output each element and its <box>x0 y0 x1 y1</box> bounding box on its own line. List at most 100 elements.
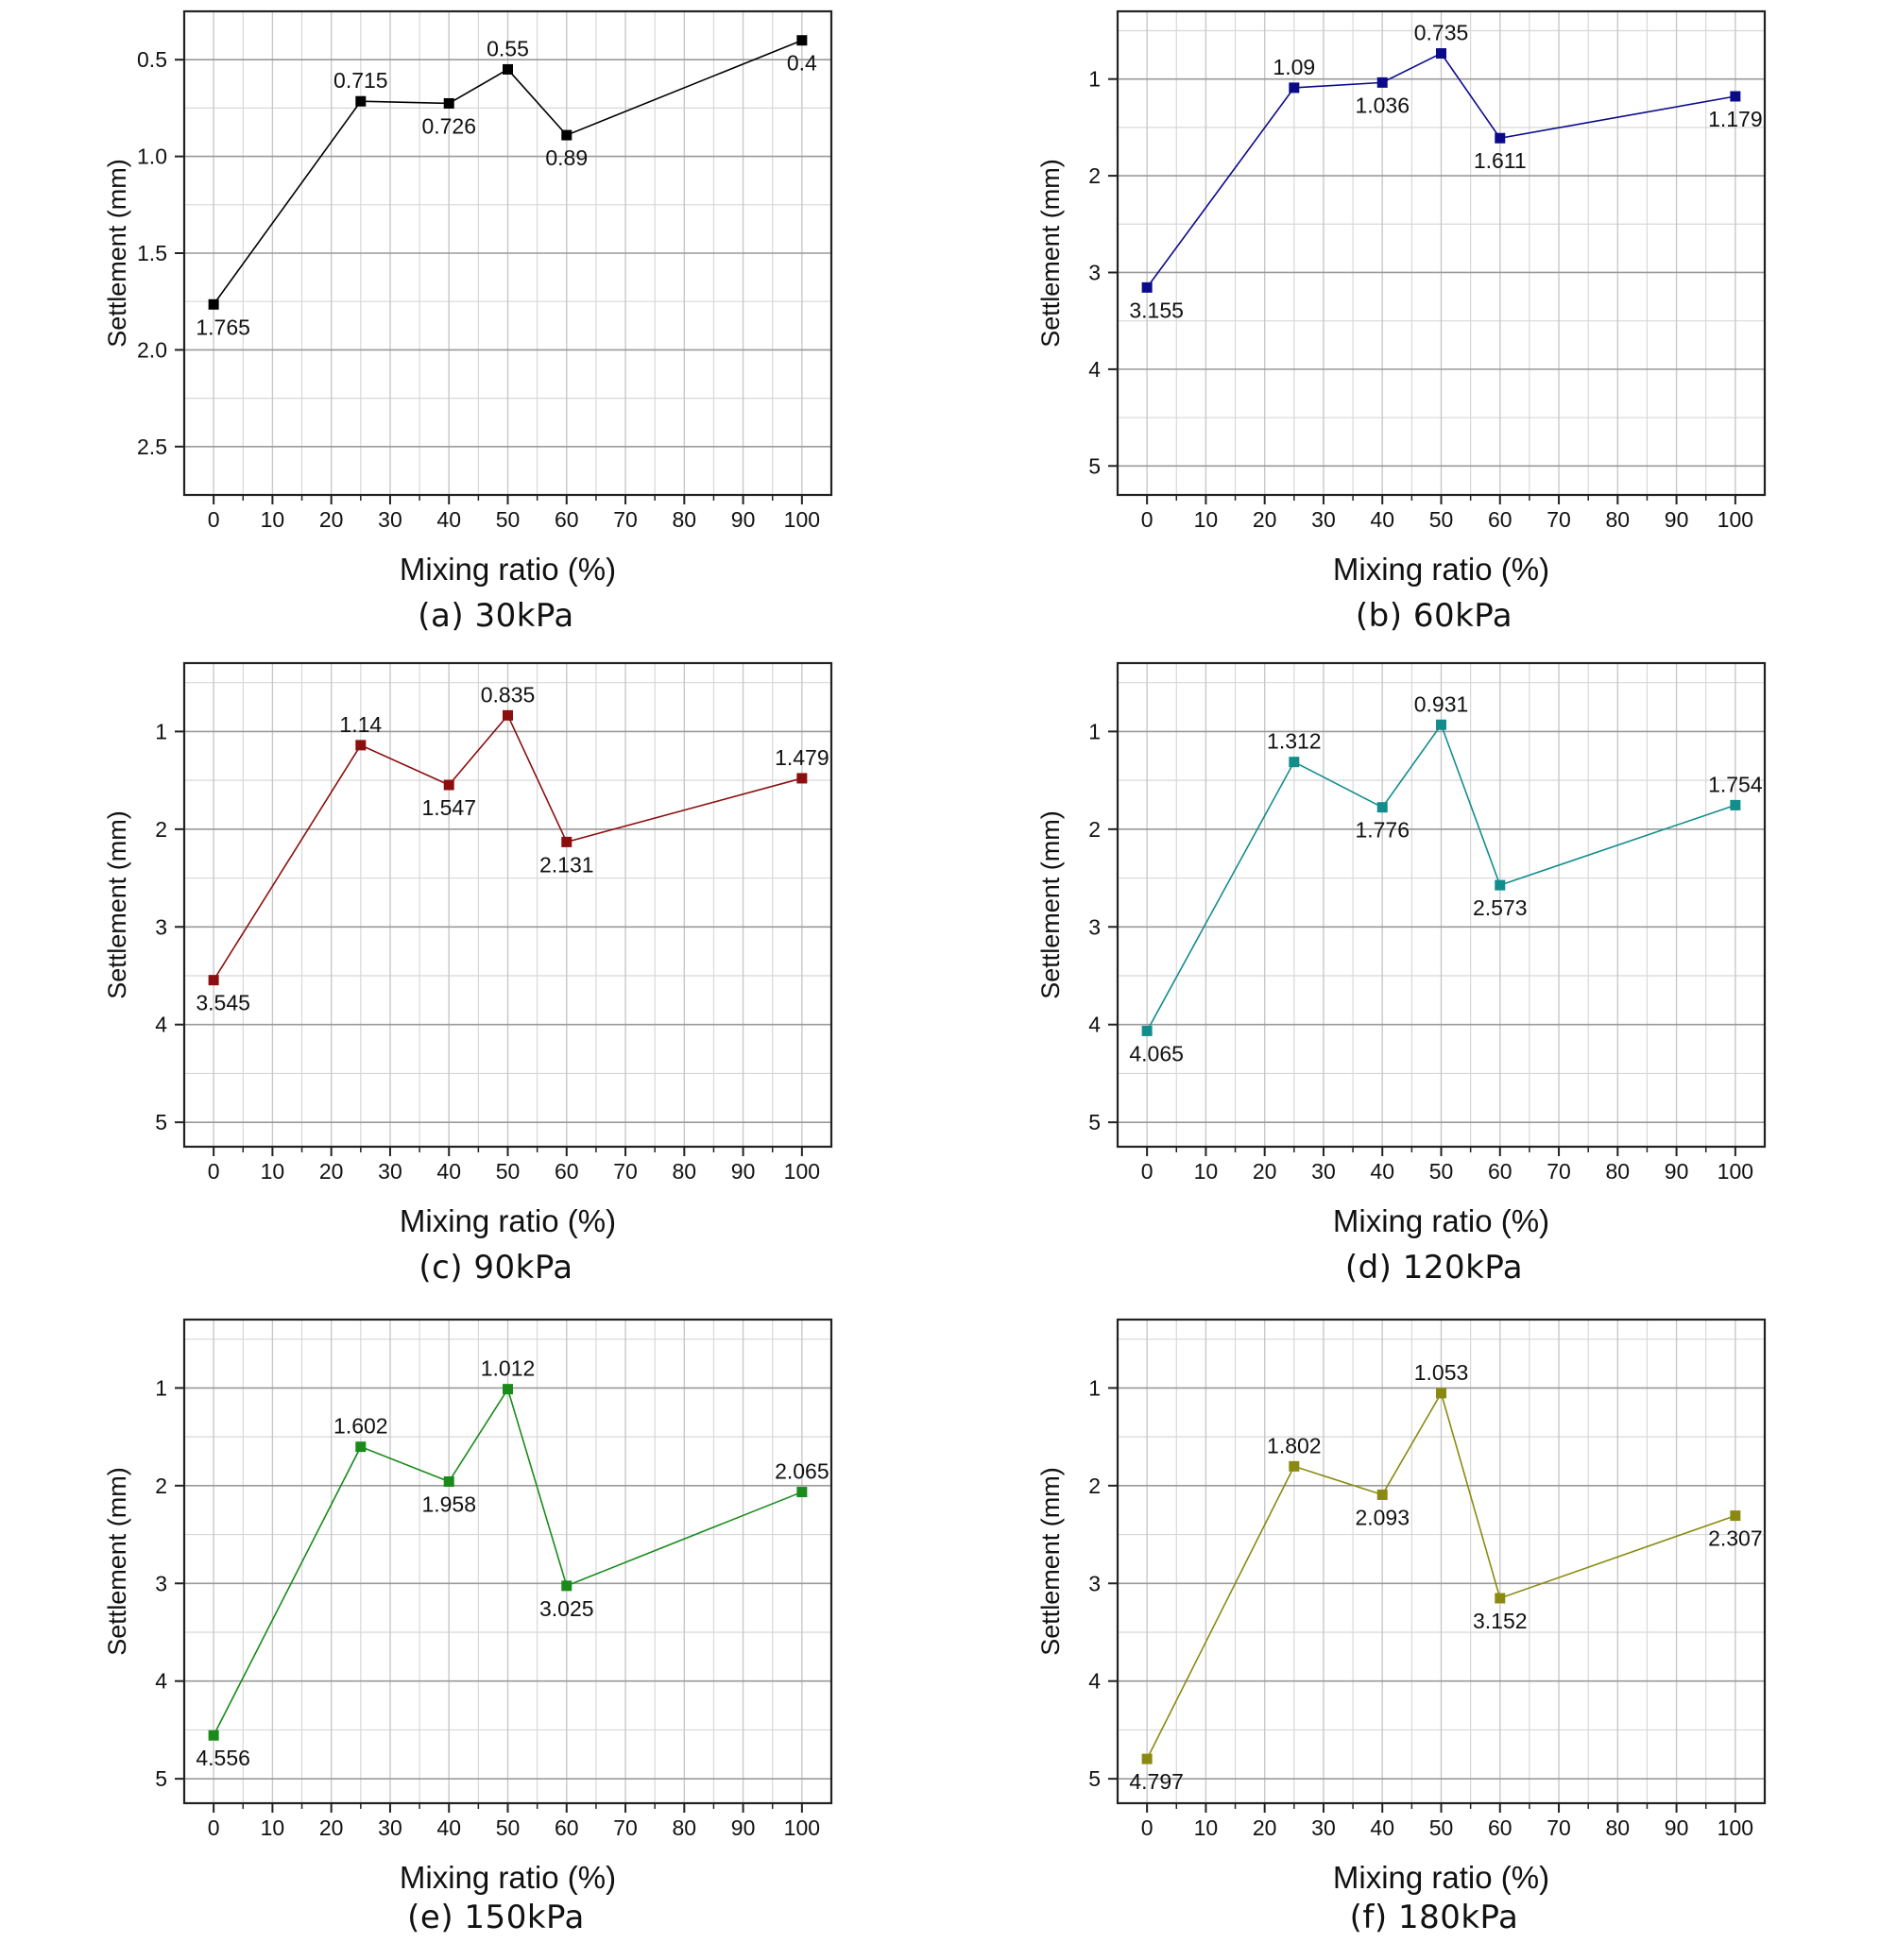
y-tick-label: 2 <box>155 1474 167 1498</box>
x-tick-label: 10 <box>1194 507 1219 532</box>
chart-panel-e: 0 10 20 30 40 50 60 70 80 90 100 1 2 3 4 5 Mixing ratio … <box>19 1308 964 1960</box>
y-tick-label: 5 <box>155 1110 167 1134</box>
data-point <box>1730 799 1741 810</box>
data-label: 3.155 <box>1129 298 1184 322</box>
data-point <box>1436 1388 1446 1399</box>
x-tick-label: 70 <box>613 1815 638 1840</box>
x-tick-label: 80 <box>673 507 697 532</box>
y-tick-label: 2 <box>1088 1474 1101 1498</box>
data-label: 1.14 <box>339 712 382 737</box>
x-tick-label: 70 <box>1547 507 1571 532</box>
x-axis-title: Mixing ratio (%) <box>400 1860 616 1895</box>
series-line <box>1146 1390 1736 1760</box>
x-tick-label: 0 <box>1141 507 1154 532</box>
x-tick-label: 40 <box>436 507 461 532</box>
x-tick-label: 40 <box>1370 507 1394 532</box>
chart-d: 0 10 20 30 40 50 60 70 80 90 100 1 2 3 4 5 Mixing ratio … <box>1036 661 1767 1238</box>
y-axis-title: Settlement (mm) <box>103 810 131 999</box>
x-tick-label: 70 <box>1547 1815 1571 1840</box>
x-tick-label: 80 <box>1606 1815 1631 1840</box>
y-axis-title: Settlement (mm) <box>103 1467 131 1656</box>
data-point <box>1436 719 1446 730</box>
x-tick-label: 50 <box>1429 1159 1454 1184</box>
x-tick-label: 20 <box>319 1815 344 1840</box>
x-tick-label: 90 <box>1665 1815 1689 1840</box>
x-tick-label: 10 <box>261 1159 285 1184</box>
y-tick-label: 4 <box>155 1669 167 1694</box>
data-label: 1.479 <box>775 745 829 770</box>
data-label: 2.065 <box>775 1459 829 1484</box>
x-tick-label: 40 <box>1370 1159 1394 1184</box>
chart-panel-c: 0 10 20 30 40 50 60 70 80 90 100 1 2 3 4 5 Mixing ratio … <box>19 652 964 1304</box>
x-tick-label: 60 <box>1488 1815 1512 1840</box>
data-label: 0.89 <box>545 145 588 170</box>
data-point <box>355 740 367 751</box>
x-tick-label: 20 <box>319 507 344 532</box>
data-label: 1.036 <box>1355 93 1410 117</box>
y-axis-title: Settlement (mm) <box>1036 1467 1065 1656</box>
data-point <box>1730 1510 1741 1522</box>
data-label: 1.312 <box>1267 729 1322 754</box>
grid <box>1118 663 1765 1147</box>
data-label: 4.556 <box>196 1746 250 1770</box>
y-tick-label: 5 <box>155 1766 167 1791</box>
data-point <box>1289 1460 1300 1472</box>
data-label: 4.065 <box>1129 1041 1184 1065</box>
chart-b: 0 10 20 30 40 50 60 70 80 90 100 1 2 3 4 5 Mixing ratio … <box>1036 9 1767 587</box>
y-tick-label: 3 <box>155 914 167 939</box>
caption-c: (c) 90kPa <box>419 1249 573 1287</box>
y-tick-label: 1 <box>1088 67 1101 92</box>
y-tick-label: 5 <box>1088 1766 1101 1791</box>
data-point <box>796 773 808 784</box>
x-tick-label: 90 <box>731 507 756 532</box>
x-tick-label: 70 <box>613 1159 638 1184</box>
x-tick-label: 0 <box>1141 1815 1154 1840</box>
x-tick-label: 80 <box>673 1815 697 1840</box>
data-point <box>561 836 573 847</box>
chart-panel-f: 0 10 20 30 40 50 60 70 80 90 100 1 2 3 4 5 Mixing ratio … <box>952 1308 1897 1960</box>
data-label: 3.025 <box>539 1596 594 1621</box>
x-tick-label: 60 <box>555 1159 579 1184</box>
x-axis-title: Mixing ratio (%) <box>1333 552 1549 587</box>
data-label: 1.776 <box>1355 818 1410 843</box>
x-tick-label: 60 <box>1488 507 1512 532</box>
y-axis-title: Settlement (mm) <box>103 159 131 348</box>
data-point <box>1141 281 1153 293</box>
y-tick-label: 3 <box>1088 914 1101 939</box>
x-tick-label: 10 <box>1194 1815 1219 1840</box>
data-label: 1.012 <box>481 1356 536 1381</box>
data-label: 2.093 <box>1355 1505 1410 1529</box>
series-line <box>1146 723 1736 1031</box>
y-tick-label: 2.5 <box>137 435 167 459</box>
x-tick-label: 0 <box>208 507 220 532</box>
y-tick-label: 1 <box>1088 1375 1101 1400</box>
data-point <box>1376 77 1388 88</box>
data-label: 0.835 <box>481 682 536 707</box>
x-tick-label: 10 <box>1194 1159 1219 1184</box>
data-point <box>1730 91 1741 102</box>
y-tick-label: 1.5 <box>137 241 167 265</box>
caption-b: (b) 60kPa <box>1355 597 1513 635</box>
data-point <box>208 975 219 986</box>
data-label: 0.726 <box>421 113 476 138</box>
data-point <box>561 129 573 141</box>
x-tick-label: 80 <box>1606 1159 1631 1184</box>
y-tick-label: 4 <box>1088 357 1101 382</box>
data-label: 1.179 <box>1708 107 1763 131</box>
x-tick-label: 0 <box>208 1815 220 1840</box>
data-label: 2.307 <box>1708 1526 1763 1551</box>
x-tick-label: 90 <box>731 1159 756 1184</box>
x-tick-label: 0 <box>208 1159 220 1184</box>
x-tick-label: 50 <box>1429 507 1454 532</box>
x-tick-label: 90 <box>731 1815 756 1840</box>
x-tick-label: 50 <box>496 507 521 532</box>
x-tick-label: 90 <box>1665 1159 1689 1184</box>
x-tick-label: 40 <box>436 1815 461 1840</box>
x-tick-label: 70 <box>1547 1159 1571 1184</box>
x-tick-label: 60 <box>1488 1159 1512 1184</box>
x-tick-label: 100 <box>784 1159 820 1184</box>
data-point <box>503 709 513 721</box>
x-tick-label: 60 <box>555 507 579 532</box>
series-line <box>213 39 803 305</box>
data-label: 1.958 <box>421 1491 476 1516</box>
